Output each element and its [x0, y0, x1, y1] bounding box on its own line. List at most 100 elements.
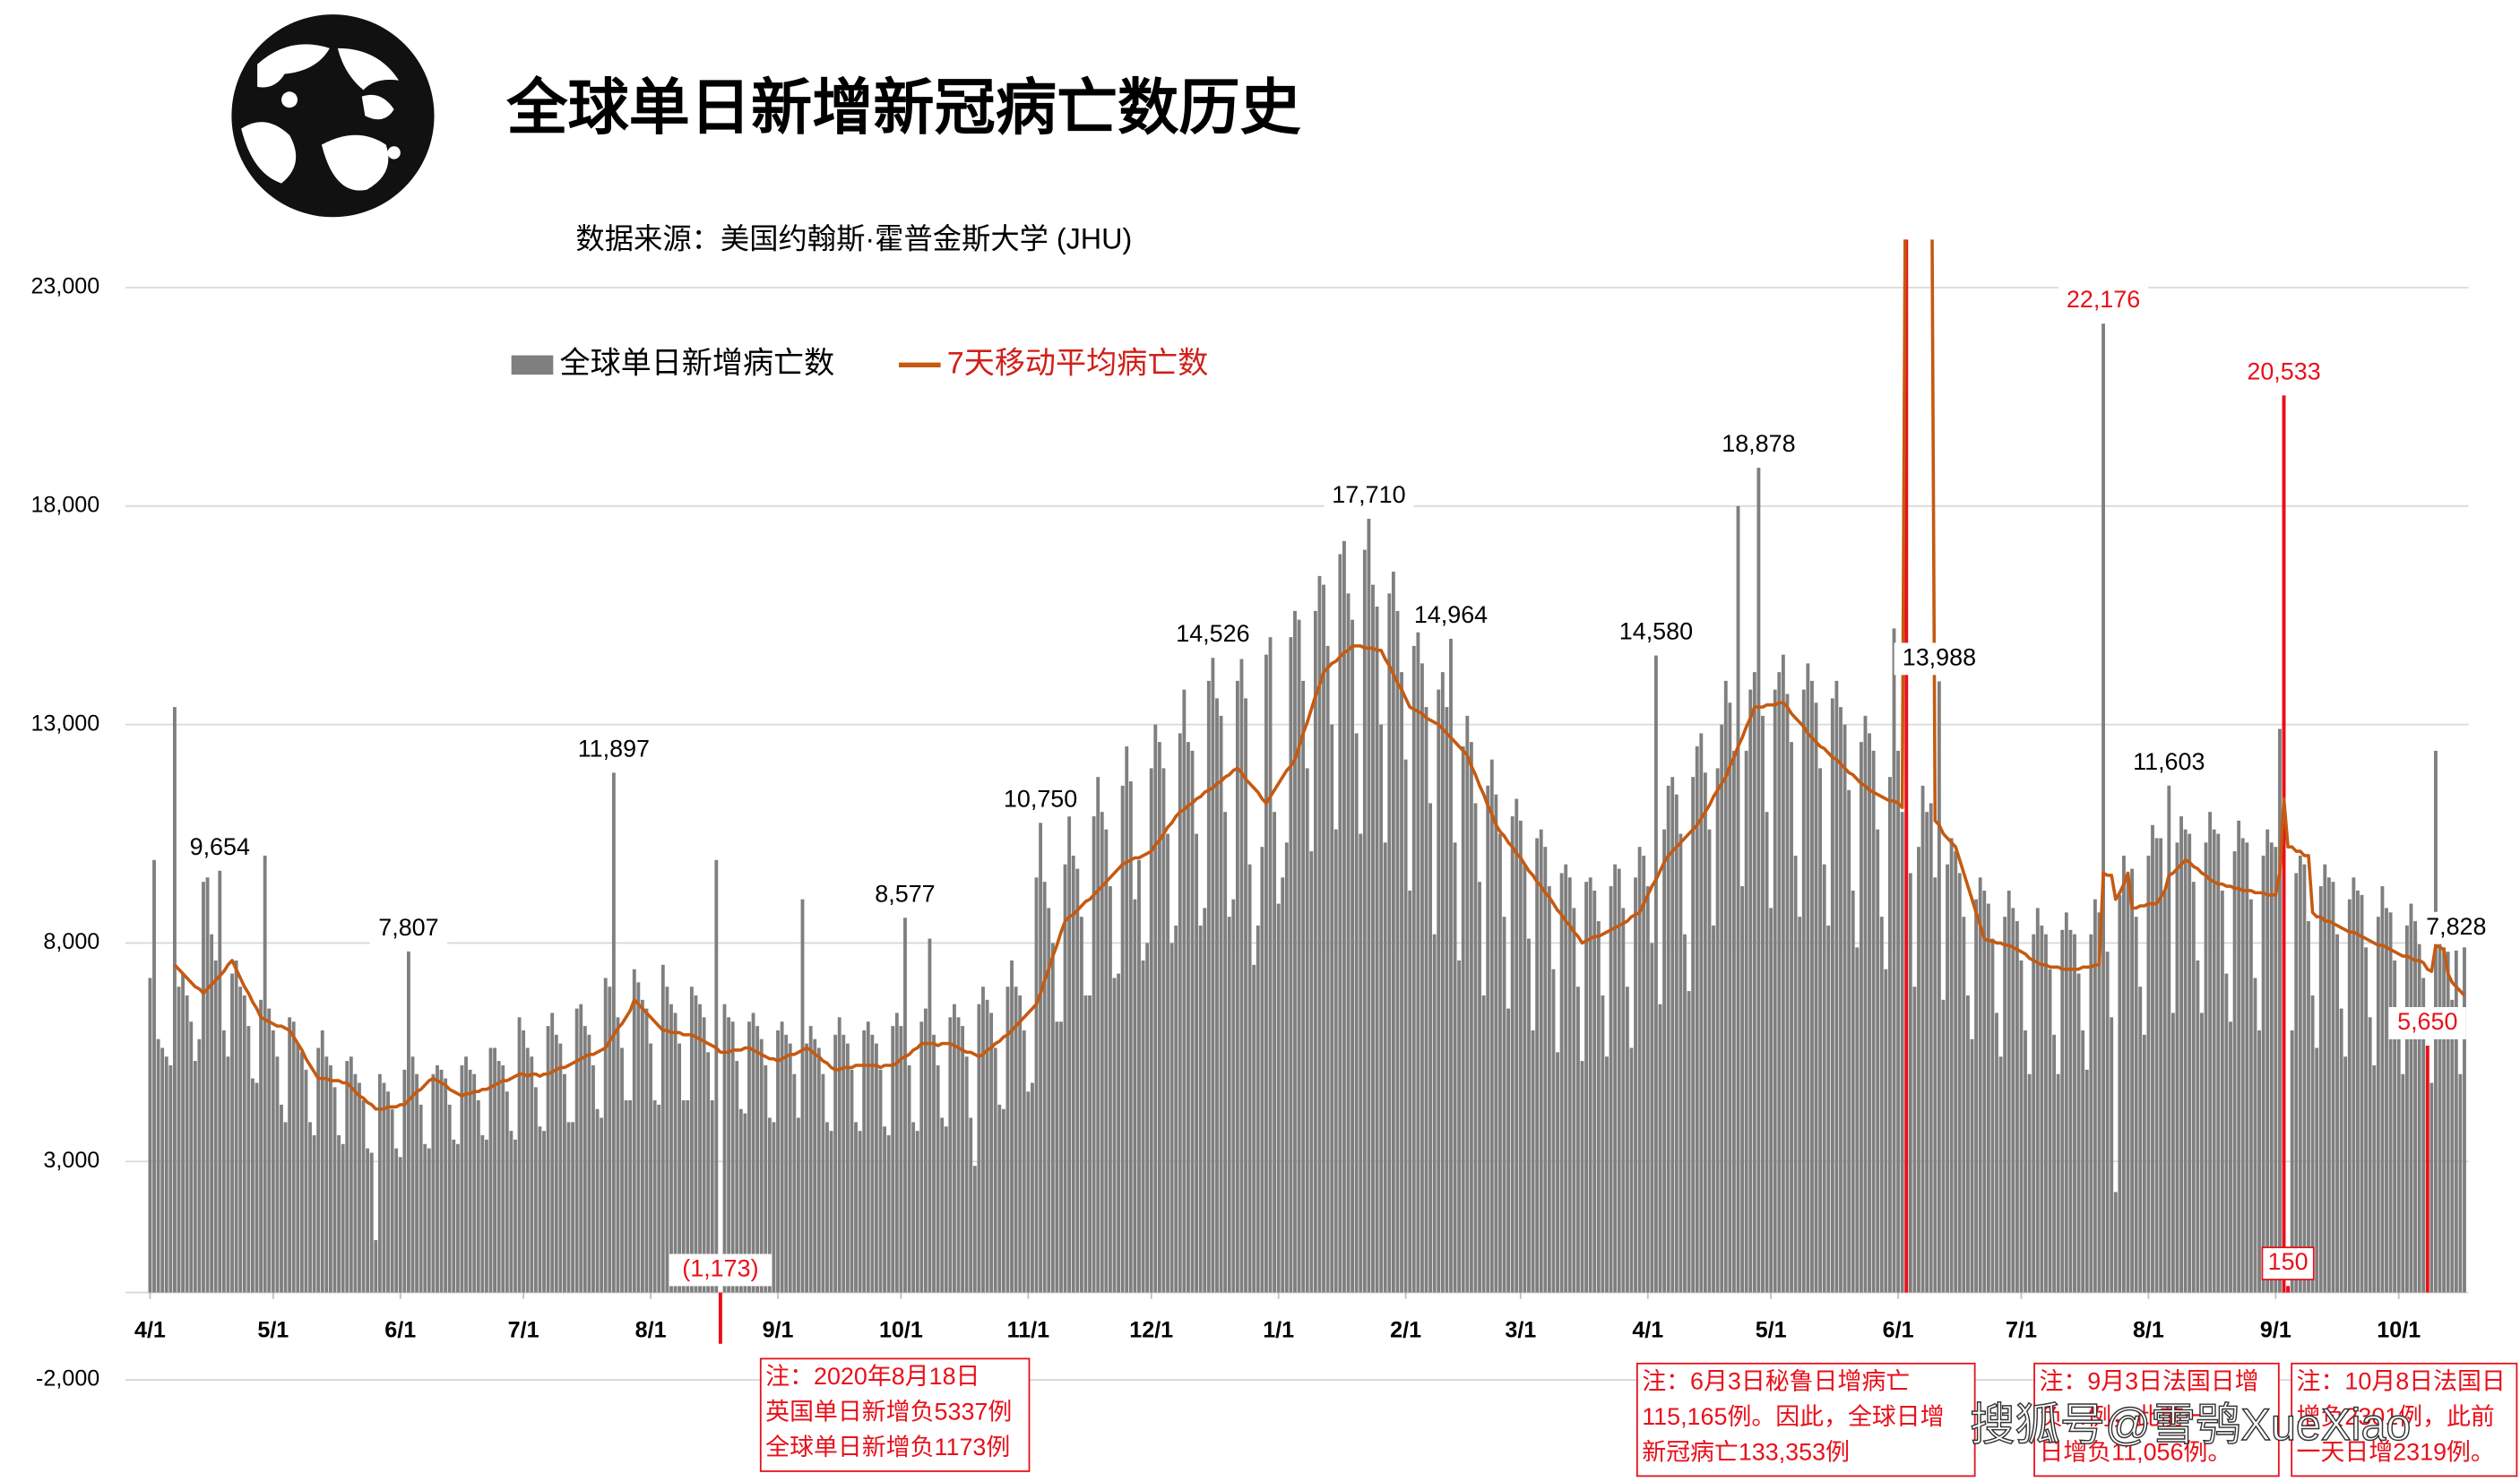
bar — [1161, 768, 1166, 1293]
x-tick-label: 4/1 — [1632, 1317, 1663, 1342]
note-text: 增负2301例，此前 — [2297, 1403, 2495, 1430]
bar — [2229, 1021, 2232, 1293]
legend: 全球单日新增病亡数 7天移动平均病亡数 — [511, 346, 1209, 380]
globe-icon — [231, 14, 435, 218]
bar — [788, 1043, 792, 1293]
bar — [436, 1064, 439, 1293]
bar — [1925, 812, 1929, 1293]
bar — [776, 1030, 780, 1293]
bar — [398, 1157, 402, 1293]
bar — [2458, 1073, 2463, 1293]
bar — [1104, 829, 1109, 1293]
bar — [1387, 593, 1392, 1293]
bar — [2298, 855, 2302, 1293]
bar — [349, 1056, 353, 1293]
bar — [2040, 925, 2044, 1293]
bar — [632, 969, 636, 1293]
bar — [1769, 908, 1773, 1293]
bar — [1428, 803, 1433, 1293]
bar — [369, 1152, 374, 1293]
bar — [813, 1038, 817, 1293]
bar — [583, 1026, 587, 1293]
bar — [1206, 680, 1211, 1293]
bar — [870, 1034, 875, 1293]
legend-label: 7天移动平均病亡数 — [947, 346, 1209, 380]
bar — [833, 1034, 838, 1293]
bar — [2073, 934, 2076, 1293]
bar — [727, 1017, 731, 1293]
bar — [2179, 816, 2183, 1293]
bar — [1715, 768, 1720, 1293]
bar — [2463, 947, 2466, 1293]
data-label: 13,988 — [1903, 643, 1976, 670]
bar — [800, 899, 805, 1293]
bar — [304, 1069, 308, 1293]
bar — [1026, 1091, 1031, 1293]
data-label: 7,828 — [2426, 913, 2486, 940]
bar — [1260, 847, 1264, 1293]
bar — [1403, 759, 1408, 1293]
bar — [1379, 724, 1384, 1293]
bar — [210, 934, 214, 1293]
bar — [1506, 1008, 1511, 1293]
bar — [1486, 785, 1490, 1293]
bar — [883, 1126, 887, 1293]
bar — [1954, 851, 1958, 1293]
bar — [1920, 785, 1925, 1293]
bar — [2032, 934, 2036, 1293]
bar — [702, 1017, 706, 1293]
bar — [1359, 833, 1363, 1293]
bar — [866, 1021, 870, 1293]
bar — [915, 1131, 919, 1293]
x-tick-label: 7/1 — [2006, 1317, 2037, 1342]
bar — [2027, 1073, 2032, 1293]
bar — [382, 1082, 386, 1293]
bar — [2170, 1012, 2175, 1293]
bar — [460, 1064, 464, 1293]
bar — [1022, 1030, 1026, 1293]
plot-area — [148, 239, 2466, 1344]
bar — [452, 1139, 456, 1293]
note-text: 注：6月3日秘鲁日增病亡 — [1642, 1367, 1910, 1394]
bar — [858, 1131, 862, 1293]
bar — [566, 1122, 571, 1293]
bar — [2151, 824, 2154, 1293]
bar — [419, 1104, 423, 1293]
bar — [1273, 812, 1277, 1293]
bar — [1502, 917, 1506, 1293]
bar — [1515, 798, 1519, 1293]
x-tick-label: 5/1 — [1756, 1317, 1787, 1342]
bar — [1055, 1021, 1059, 1293]
bar — [677, 1043, 682, 1293]
bar — [620, 1047, 624, 1293]
bar — [1297, 619, 1301, 1293]
bar — [2076, 973, 2081, 1293]
bar — [1346, 593, 1351, 1293]
bar — [1453, 842, 1457, 1293]
bar — [2385, 908, 2388, 1293]
bar — [1042, 882, 1047, 1293]
bar — [308, 1122, 312, 1293]
bar — [1785, 694, 1790, 1293]
data-label: 14,964 — [1414, 601, 1488, 628]
bar — [1489, 759, 1494, 1293]
bar — [493, 1047, 497, 1293]
bar — [320, 1030, 324, 1293]
bar — [1670, 777, 1675, 1293]
bar — [324, 1056, 329, 1293]
bar — [608, 987, 612, 1293]
bar — [250, 1078, 255, 1293]
bar — [1424, 707, 1428, 1293]
bar — [2446, 952, 2450, 1293]
bar — [1461, 746, 1465, 1293]
bar — [1395, 610, 1400, 1293]
bar — [1137, 859, 1141, 1293]
bar — [1400, 672, 1403, 1293]
bar — [985, 999, 989, 1293]
bar — [1440, 672, 1445, 1293]
bar — [455, 1143, 460, 1293]
note-box — [1635, 1362, 1976, 1478]
bar — [193, 1061, 197, 1293]
bar — [1871, 750, 1876, 1293]
bar — [1720, 724, 1724, 1293]
